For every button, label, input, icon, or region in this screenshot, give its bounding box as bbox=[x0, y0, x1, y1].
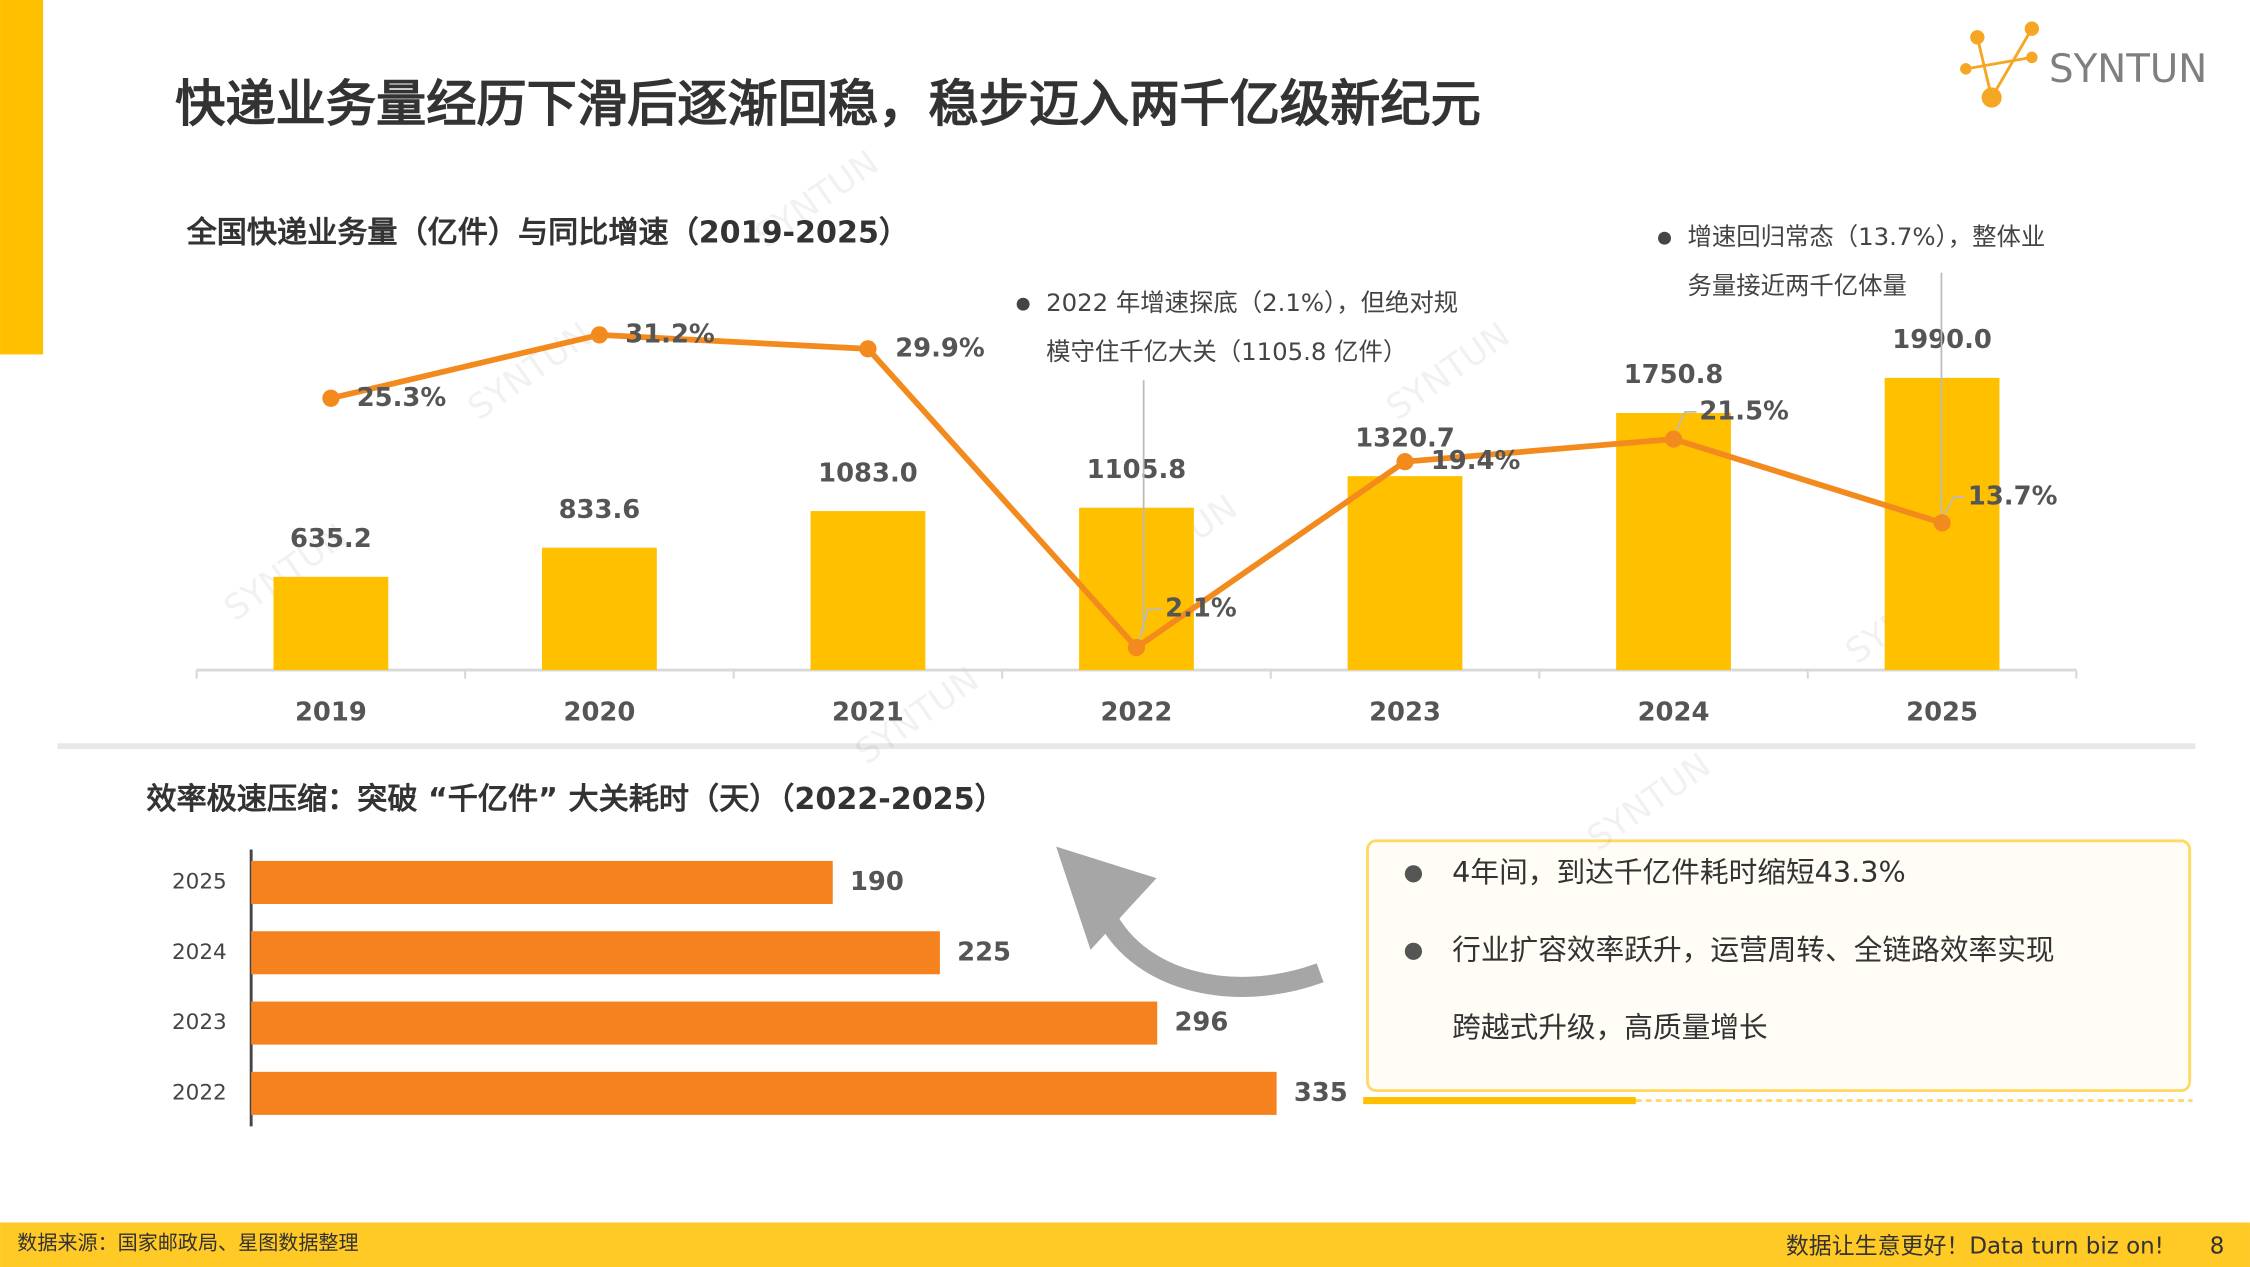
bar-value-label: 1105.8 bbox=[1087, 455, 1187, 485]
x-tick-label: 2022 bbox=[1101, 698, 1173, 728]
callout-text: 4年间，到达千亿件耗时缩短43.3% bbox=[1452, 855, 1906, 889]
line-point bbox=[590, 326, 609, 344]
bar bbox=[810, 511, 926, 671]
footer-slogan: 数据让生意更好！Data turn biz on! bbox=[1786, 1233, 2164, 1259]
line-point bbox=[859, 340, 877, 358]
y-tick-label: 2024 bbox=[172, 940, 227, 965]
line-value-label: 13.7% bbox=[1968, 482, 2058, 512]
bullet bbox=[1404, 865, 1423, 883]
line-value-label: 19.4% bbox=[1431, 446, 1521, 476]
x-tick-label: 2024 bbox=[1638, 698, 1710, 728]
bar-value-label: 335 bbox=[1294, 1078, 1348, 1108]
line-point bbox=[322, 389, 340, 407]
bar bbox=[251, 860, 833, 904]
bar-value-label: 296 bbox=[1174, 1008, 1228, 1038]
x-tick-label: 2019 bbox=[295, 698, 367, 728]
bar bbox=[251, 1071, 1277, 1115]
footer-source: 数据来源：国家邮政局、星图数据整理 bbox=[17, 1231, 358, 1255]
callout-box bbox=[1366, 839, 2192, 1092]
slide-title: 快递业务量经历下滑后逐渐回稳，稳步迈入两千亿级新纪元 bbox=[175, 74, 1481, 133]
annotation-text: 务量接近两千亿体量 bbox=[1687, 271, 1906, 300]
label-leader bbox=[1675, 410, 1697, 431]
bar-value-label: 833.6 bbox=[559, 495, 641, 525]
bar-value-label: 190 bbox=[850, 867, 904, 897]
y-tick-label: 2025 bbox=[172, 869, 227, 894]
logo-icon bbox=[1960, 21, 2040, 108]
arrow bbox=[1092, 902, 1324, 997]
label-leader bbox=[1944, 496, 1966, 515]
x-tick-label: 2020 bbox=[564, 698, 636, 728]
arrow-head bbox=[1056, 846, 1157, 950]
bar bbox=[1616, 413, 1731, 671]
x-tick-label: 2021 bbox=[832, 698, 904, 728]
annotation-text: 增速回归常态（13.7%），整体业 bbox=[1687, 222, 2045, 251]
line-value-label: 31.2% bbox=[625, 319, 715, 349]
y-tick-label: 2022 bbox=[172, 1080, 227, 1105]
bar-value-label: 225 bbox=[957, 937, 1011, 967]
x-tick-label: 2023 bbox=[1369, 698, 1441, 728]
divider bbox=[57, 743, 2196, 750]
line-point bbox=[1664, 430, 1683, 448]
bar bbox=[542, 547, 657, 671]
line-point bbox=[1127, 638, 1146, 657]
line-value-label: 2.1% bbox=[1165, 593, 1237, 623]
callout-text: 跨越式升级，高质量增长 bbox=[1452, 1010, 1768, 1044]
bar-value-label: 1083.0 bbox=[818, 458, 918, 488]
annotation-bullet bbox=[1016, 297, 1030, 311]
bar-value-label: 1750.8 bbox=[1624, 360, 1724, 390]
bar bbox=[251, 931, 940, 975]
line-point bbox=[1396, 453, 1414, 471]
line-value-label: 29.9% bbox=[895, 333, 985, 363]
chart-title: 效率极速压缩：突破 “千亿件” 大关耗时（天）（2022-2025） bbox=[146, 781, 1004, 817]
bar-value-label: 635.2 bbox=[290, 524, 372, 554]
footer-band bbox=[0, 1222, 2250, 1267]
logo-text: SYNTUN bbox=[2049, 47, 2207, 92]
bar bbox=[251, 1001, 1158, 1045]
bar-value-label: 1320.7 bbox=[1355, 423, 1455, 453]
line-value-label: 25.3% bbox=[357, 383, 447, 413]
annotation-text: 模守住千亿大关（1105.8 亿件） bbox=[1046, 337, 1407, 366]
callout-text: 行业扩容效率跃升，运营周转、全链路效率实现 bbox=[1452, 932, 2054, 966]
chart-title: 全国快递业务量（亿件）与同比增速（2019-2025） bbox=[186, 214, 909, 250]
annotation-text: 2022 年增速探底（2.1%），但绝对规 bbox=[1046, 288, 1458, 317]
annotation-bullet bbox=[1658, 231, 1671, 245]
bullet bbox=[1404, 942, 1423, 960]
page-number: 8 bbox=[2210, 1233, 2225, 1259]
y-tick-label: 2023 bbox=[172, 1010, 227, 1035]
side-strip bbox=[0, 0, 44, 355]
label-leader bbox=[1138, 607, 1163, 640]
bar bbox=[1347, 476, 1463, 671]
x-tick-label: 2025 bbox=[1906, 698, 1978, 728]
line-point bbox=[1933, 514, 1951, 532]
bar bbox=[273, 576, 389, 671]
line-value-label: 21.5% bbox=[1699, 396, 1789, 426]
